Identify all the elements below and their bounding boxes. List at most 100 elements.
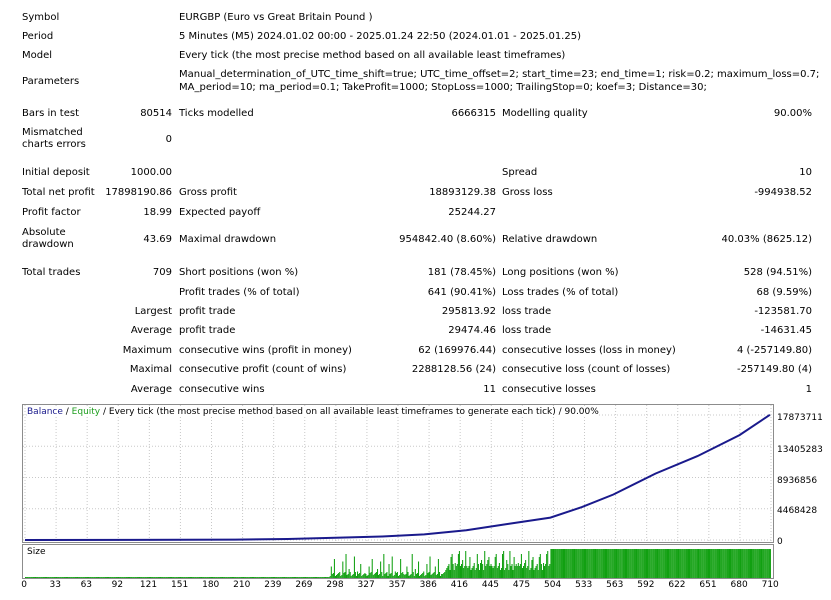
x-tick-label: 151 (171, 580, 189, 590)
size-bar (104, 577, 106, 578)
size-bar (708, 549, 710, 578)
size-bar (586, 549, 588, 578)
y-tick-label: 8936856 (777, 476, 818, 486)
size-bar (339, 572, 341, 578)
max-wins-label: consecutive wins (profit in money) (179, 345, 352, 356)
size-bar (689, 549, 691, 578)
size-bar (755, 549, 757, 578)
size-bar (672, 549, 674, 578)
size-bar (263, 577, 265, 578)
size-bar (185, 577, 187, 578)
size-bar (207, 577, 209, 578)
size-bar (769, 549, 771, 578)
size-bar (590, 549, 592, 578)
avg-wins-value: 11 (483, 384, 496, 395)
size-bar (506, 560, 508, 578)
size-bar (468, 566, 470, 578)
size-bar (441, 574, 443, 578)
size-bar (516, 566, 518, 578)
size-bar (431, 574, 433, 578)
size-bar (390, 573, 392, 578)
maximum-label: Maximum (122, 345, 172, 356)
size-bar (276, 577, 278, 578)
size-bar (282, 577, 284, 578)
size-bar (517, 563, 519, 578)
avg-losses-value: 1 (805, 384, 812, 395)
size-bar (322, 577, 324, 578)
size-bar (74, 577, 76, 578)
size-bar (223, 577, 225, 578)
size-bar (765, 549, 767, 578)
average-loss-label: loss trade (502, 325, 552, 336)
loss-trades-label: Loss trades (% of total) (502, 287, 619, 298)
size-bar (694, 549, 696, 578)
x-tick-label: 533 (575, 580, 593, 590)
size-bar (274, 577, 276, 578)
size-bar (480, 563, 482, 578)
size-bar (382, 576, 384, 578)
size-bar (140, 577, 142, 578)
size-bar (372, 575, 374, 578)
size-bar (48, 577, 50, 578)
size-bar (531, 560, 533, 578)
size-bar (416, 573, 418, 578)
size-bar (186, 577, 188, 578)
size-bar (335, 576, 337, 578)
size-bar (736, 549, 738, 578)
size-bar (133, 577, 135, 578)
size-bar (299, 577, 301, 578)
size-bar (125, 577, 127, 578)
size-bar (458, 551, 460, 578)
size-bar (352, 574, 354, 578)
size-bar (439, 572, 441, 578)
size-bar (229, 577, 231, 578)
size-bar (243, 577, 245, 578)
y-tick-label: 17873711 (777, 413, 823, 423)
size-bar (107, 577, 109, 578)
parameters-line-1: Manual_determination_of_UTC_time_shift=t… (179, 69, 820, 80)
size-bar (225, 577, 227, 578)
size-bar (389, 574, 391, 578)
size-bar (318, 577, 320, 578)
size-bar (545, 564, 547, 578)
size-bar (594, 549, 596, 578)
size-bar (120, 577, 122, 578)
size-bar (377, 569, 379, 578)
size-bar (415, 574, 417, 578)
expected-payoff-value: 25244.27 (448, 207, 496, 218)
size-bar (469, 557, 471, 578)
y-tick-label: 0 (777, 537, 783, 547)
size-bar (50, 577, 52, 578)
size-bar (429, 556, 431, 578)
size-bar (141, 577, 143, 578)
size-bar (657, 549, 659, 578)
size-bar (280, 577, 282, 578)
size-bar (255, 577, 257, 578)
x-tick-label: 298 (326, 580, 344, 590)
size-bar (449, 570, 451, 578)
size-bar (252, 577, 254, 578)
size-bar (71, 577, 73, 578)
size-bar (394, 571, 396, 578)
size-bar (760, 549, 762, 578)
size-bar (257, 577, 259, 578)
size-bar (742, 549, 744, 578)
size-bar (606, 549, 608, 578)
size-bar (653, 549, 655, 578)
size-bar (240, 577, 242, 578)
size-bar (193, 577, 195, 578)
size-bar (420, 575, 422, 578)
size-bar (680, 549, 682, 578)
size-bar (492, 568, 494, 578)
size-bar (151, 577, 153, 578)
size-bar (641, 549, 643, 578)
size-bar (453, 570, 455, 578)
size-bar (668, 549, 670, 578)
size-bar (560, 549, 562, 578)
size-bar (543, 563, 545, 578)
quality-label: Modelling quality (502, 108, 588, 119)
size-bar (123, 577, 125, 578)
size-bar (520, 554, 522, 578)
size-bar (696, 549, 698, 578)
size-bar (145, 577, 147, 578)
